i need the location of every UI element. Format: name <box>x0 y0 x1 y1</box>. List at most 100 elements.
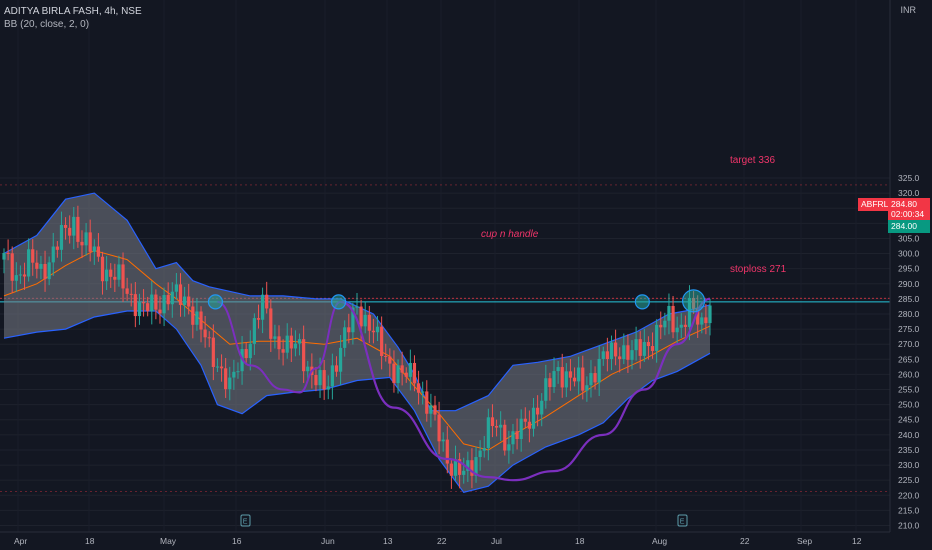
candle-body <box>63 224 68 228</box>
candle-body <box>318 370 322 386</box>
target-annotation[interactable]: target 336 <box>730 155 775 166</box>
small-cup-curve[interactable] <box>217 300 342 394</box>
candle-body <box>458 459 462 475</box>
candle-body <box>494 426 499 428</box>
candle-body <box>605 351 609 360</box>
candle-body <box>187 296 191 307</box>
candle-body <box>343 327 347 348</box>
candle-body <box>137 302 142 317</box>
pivot-circle[interactable] <box>634 294 650 310</box>
candle-body <box>105 269 109 282</box>
last-price-tag: 284.80 <box>888 198 930 211</box>
y-tick-label: 255.0 <box>898 385 920 395</box>
candle-body <box>671 305 675 333</box>
candle-body <box>388 356 392 364</box>
candle-body <box>72 216 76 236</box>
candle-body <box>704 317 708 324</box>
candle-body <box>338 347 343 372</box>
pattern-annotation[interactable]: cup n handle <box>481 229 539 240</box>
candle-body <box>289 335 293 349</box>
candle-body <box>486 417 490 449</box>
candle-body <box>449 463 454 476</box>
x-tick-label: Apr <box>14 536 27 546</box>
bollinger-upper-band <box>3 192 711 412</box>
candle-body <box>499 424 503 428</box>
earnings-marker[interactable] <box>677 514 688 527</box>
stoploss-annotation[interactable]: stoploss 271 <box>730 264 787 275</box>
candle-body <box>531 407 536 429</box>
candle-body <box>150 294 154 312</box>
candle-body <box>523 418 527 422</box>
candle-body <box>655 324 659 351</box>
y-tick-label: 265.0 <box>898 354 920 364</box>
candle-body <box>141 302 146 304</box>
level-price-tag: 284.00 <box>888 220 930 233</box>
candle-body <box>117 264 121 280</box>
candle-body <box>527 421 531 429</box>
candle-body <box>478 450 482 458</box>
candle-body <box>51 246 55 263</box>
candle-body <box>330 365 334 387</box>
candle-body <box>548 378 552 388</box>
candle-body <box>232 371 236 378</box>
candle-body <box>43 264 47 280</box>
candle-body <box>585 385 589 391</box>
candle-body <box>392 363 396 384</box>
candle-body <box>425 391 429 414</box>
earnings-marker[interactable] <box>240 514 251 527</box>
chart-drawings[interactable] <box>207 289 711 482</box>
candle-body <box>195 311 199 325</box>
candle-body <box>133 294 137 317</box>
candle-body <box>191 306 195 325</box>
large-cup-curve[interactable] <box>340 297 711 482</box>
candle-body <box>297 339 302 344</box>
price-axis[interactable]: 210.0 215.0 220.0 225.0 230.0 235.0 240.0 245.0… <box>889 0 920 532</box>
candle-body <box>630 350 634 360</box>
pivot-circle[interactable] <box>330 294 347 310</box>
candle-body <box>470 460 474 476</box>
candle-body <box>589 373 593 386</box>
candle-body <box>540 400 544 415</box>
candle-body <box>453 459 458 476</box>
x-tick-label: Jul <box>491 536 502 546</box>
time-axis[interactable]: Apr 18 May 16 Jun 13 22 Jul 18 Aug 22 Sep 12 E E <box>0 514 890 546</box>
candle-body <box>396 365 400 384</box>
indicator-legend[interactable]: BB (20, close, 2, 0) <box>4 19 90 30</box>
candle-body <box>687 298 692 327</box>
candle-body <box>408 362 412 377</box>
candle-body <box>109 269 113 277</box>
candle-body <box>219 366 224 369</box>
pivot-circle[interactable] <box>207 294 224 310</box>
candle-body <box>375 326 380 333</box>
bollinger-basis-line <box>3 249 711 451</box>
candle-body <box>2 252 6 260</box>
candle-body <box>129 293 133 295</box>
candle-body <box>84 232 88 246</box>
candle-body <box>351 307 355 333</box>
candle-body <box>293 343 298 349</box>
y-tick-label: 275.0 <box>898 324 920 334</box>
pivot-circle[interactable] <box>681 289 706 313</box>
candle-body <box>646 342 651 347</box>
candle-body <box>416 383 421 393</box>
candle-body <box>334 365 339 372</box>
x-tick-label: 13 <box>383 536 393 546</box>
candle-body <box>121 264 125 289</box>
candle-body <box>429 405 433 414</box>
candle-body <box>39 264 43 269</box>
candle-body <box>404 372 408 377</box>
candle-body <box>170 291 174 305</box>
chart-title[interactable]: ADITYA BIRLA FASH, 4h, NSE <box>4 6 142 17</box>
candle-body <box>215 366 220 368</box>
candle-body <box>347 327 351 333</box>
candle-body <box>474 457 478 476</box>
x-tick-label: Sep <box>797 536 812 546</box>
candle-body <box>162 295 166 314</box>
y-tick-label: 290.0 <box>898 279 920 289</box>
candle-body <box>675 327 679 333</box>
y-tick-label: 220.0 <box>898 490 920 500</box>
candle-body <box>380 326 384 357</box>
y-tick-label: 295.0 <box>898 264 920 274</box>
earnings-label: E <box>680 519 685 526</box>
